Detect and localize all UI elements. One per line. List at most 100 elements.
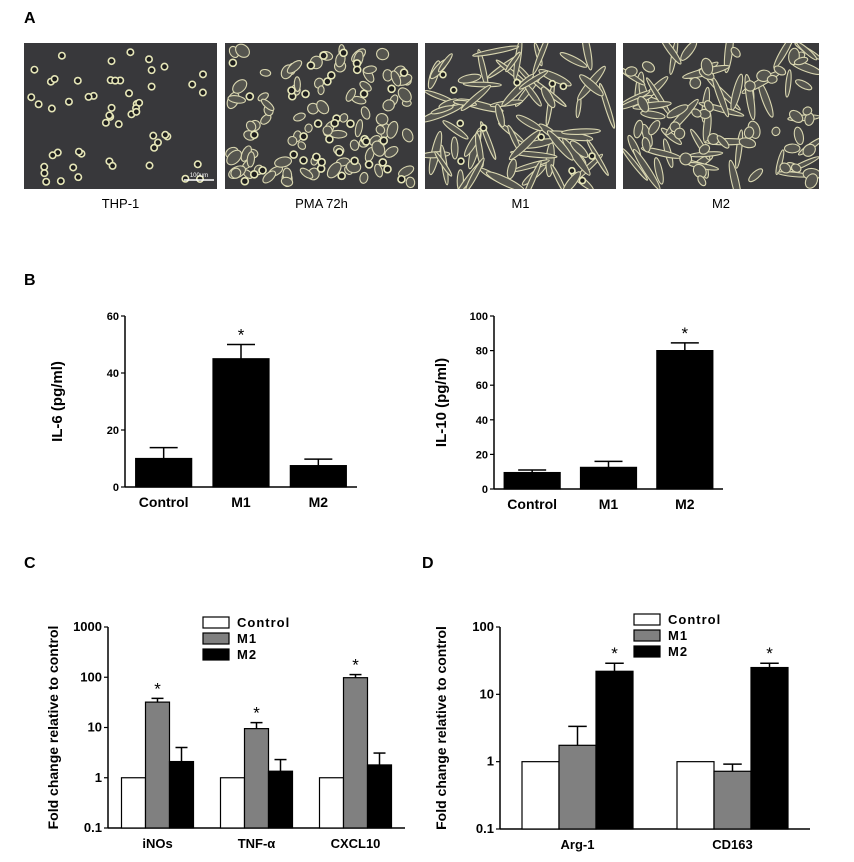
cell: [226, 149, 243, 166]
y-tick-label: 0: [113, 482, 119, 494]
micrograph-pma72h: [225, 43, 418, 189]
cell: [789, 109, 804, 123]
cell: [568, 166, 576, 175]
cell: [235, 43, 250, 58]
cell: [73, 76, 82, 85]
cell: [330, 118, 339, 128]
cell: [548, 79, 557, 88]
cell: [287, 86, 296, 95]
cell: [518, 70, 549, 90]
cell: [561, 128, 601, 135]
cell: [442, 120, 469, 140]
micrograph-m1: [425, 43, 616, 189]
legend-label: Control: [237, 615, 290, 630]
cell: [74, 147, 83, 156]
cell: [34, 100, 43, 109]
cell: [40, 169, 49, 178]
cell: [245, 92, 255, 101]
cell: [287, 135, 298, 146]
cell: [375, 124, 386, 135]
cell: [345, 87, 357, 102]
cell: [562, 171, 581, 189]
cell: [299, 132, 308, 141]
cell: [246, 151, 256, 168]
cell: [101, 118, 110, 127]
cell: [802, 106, 813, 116]
cell: [784, 69, 792, 98]
cell: [775, 149, 785, 176]
cell: [390, 70, 402, 87]
cell: [457, 157, 465, 165]
bar: [318, 777, 345, 829]
cell: [326, 71, 336, 80]
cell: [779, 162, 792, 174]
cell: [293, 112, 306, 122]
bar: [212, 358, 270, 488]
cell: [360, 106, 371, 120]
cell: [641, 61, 655, 73]
cell: [361, 137, 371, 146]
bar: [558, 744, 597, 830]
category-label: M1: [231, 494, 251, 510]
cell: [317, 157, 326, 167]
micrograph-label-thp1: THP-1: [101, 196, 140, 211]
cell: [679, 152, 693, 166]
y-tick-label: 40: [107, 368, 119, 380]
category-label: iNOs: [142, 836, 172, 851]
cell: [437, 53, 453, 73]
cell: [783, 143, 801, 154]
bar: [656, 349, 714, 490]
cell: [771, 126, 781, 137]
legend-swatch: [202, 632, 230, 645]
cell: [317, 85, 325, 96]
cell: [232, 79, 248, 94]
cell: [460, 84, 492, 112]
cell: [147, 82, 156, 91]
cell: [259, 68, 272, 77]
cell: [716, 135, 730, 149]
legend-label: M2: [668, 644, 688, 659]
y-tick-label: 60: [476, 380, 488, 392]
legend-swatch: [633, 629, 661, 642]
cell: [198, 88, 207, 97]
micrograph-m1-image: [425, 43, 616, 189]
category-label: Arg-1: [561, 837, 595, 852]
cell: [56, 177, 65, 186]
cell: [84, 92, 93, 101]
cell: [494, 103, 505, 128]
cell: [114, 120, 123, 129]
cell: [730, 73, 744, 111]
cell: [319, 51, 328, 60]
cell: [405, 176, 416, 189]
cell: [384, 145, 399, 158]
cell: [698, 144, 711, 155]
cell: [457, 73, 482, 84]
cell: [375, 112, 389, 126]
cell: [125, 89, 134, 98]
legend-label: Control: [668, 612, 721, 627]
category-label: Control: [507, 496, 557, 512]
cell: [659, 43, 682, 65]
cell: [144, 55, 153, 64]
chart-il6: 0 20 40 60 IL-6 (pg/ml) Control M1 * M2: [49, 311, 357, 510]
y-tick-label: 20: [476, 449, 488, 461]
legend-label: M2: [237, 647, 257, 662]
cell: [349, 139, 360, 151]
panel-a-label: A: [24, 10, 36, 27]
cell: [505, 51, 521, 73]
cell: [260, 98, 275, 112]
cell: [640, 110, 666, 120]
cell: [346, 119, 355, 128]
cell: [145, 161, 154, 170]
y-tick-label: 100: [80, 669, 102, 684]
cell: [297, 141, 307, 150]
category-label: TNF-α: [238, 836, 276, 851]
cell: [301, 89, 310, 99]
cell: [804, 173, 819, 189]
cell: [48, 151, 57, 160]
cell: [386, 120, 399, 139]
cell: [773, 65, 787, 76]
cell: [559, 52, 588, 68]
bar: [289, 465, 347, 488]
y-tick-label: 1: [95, 770, 102, 785]
